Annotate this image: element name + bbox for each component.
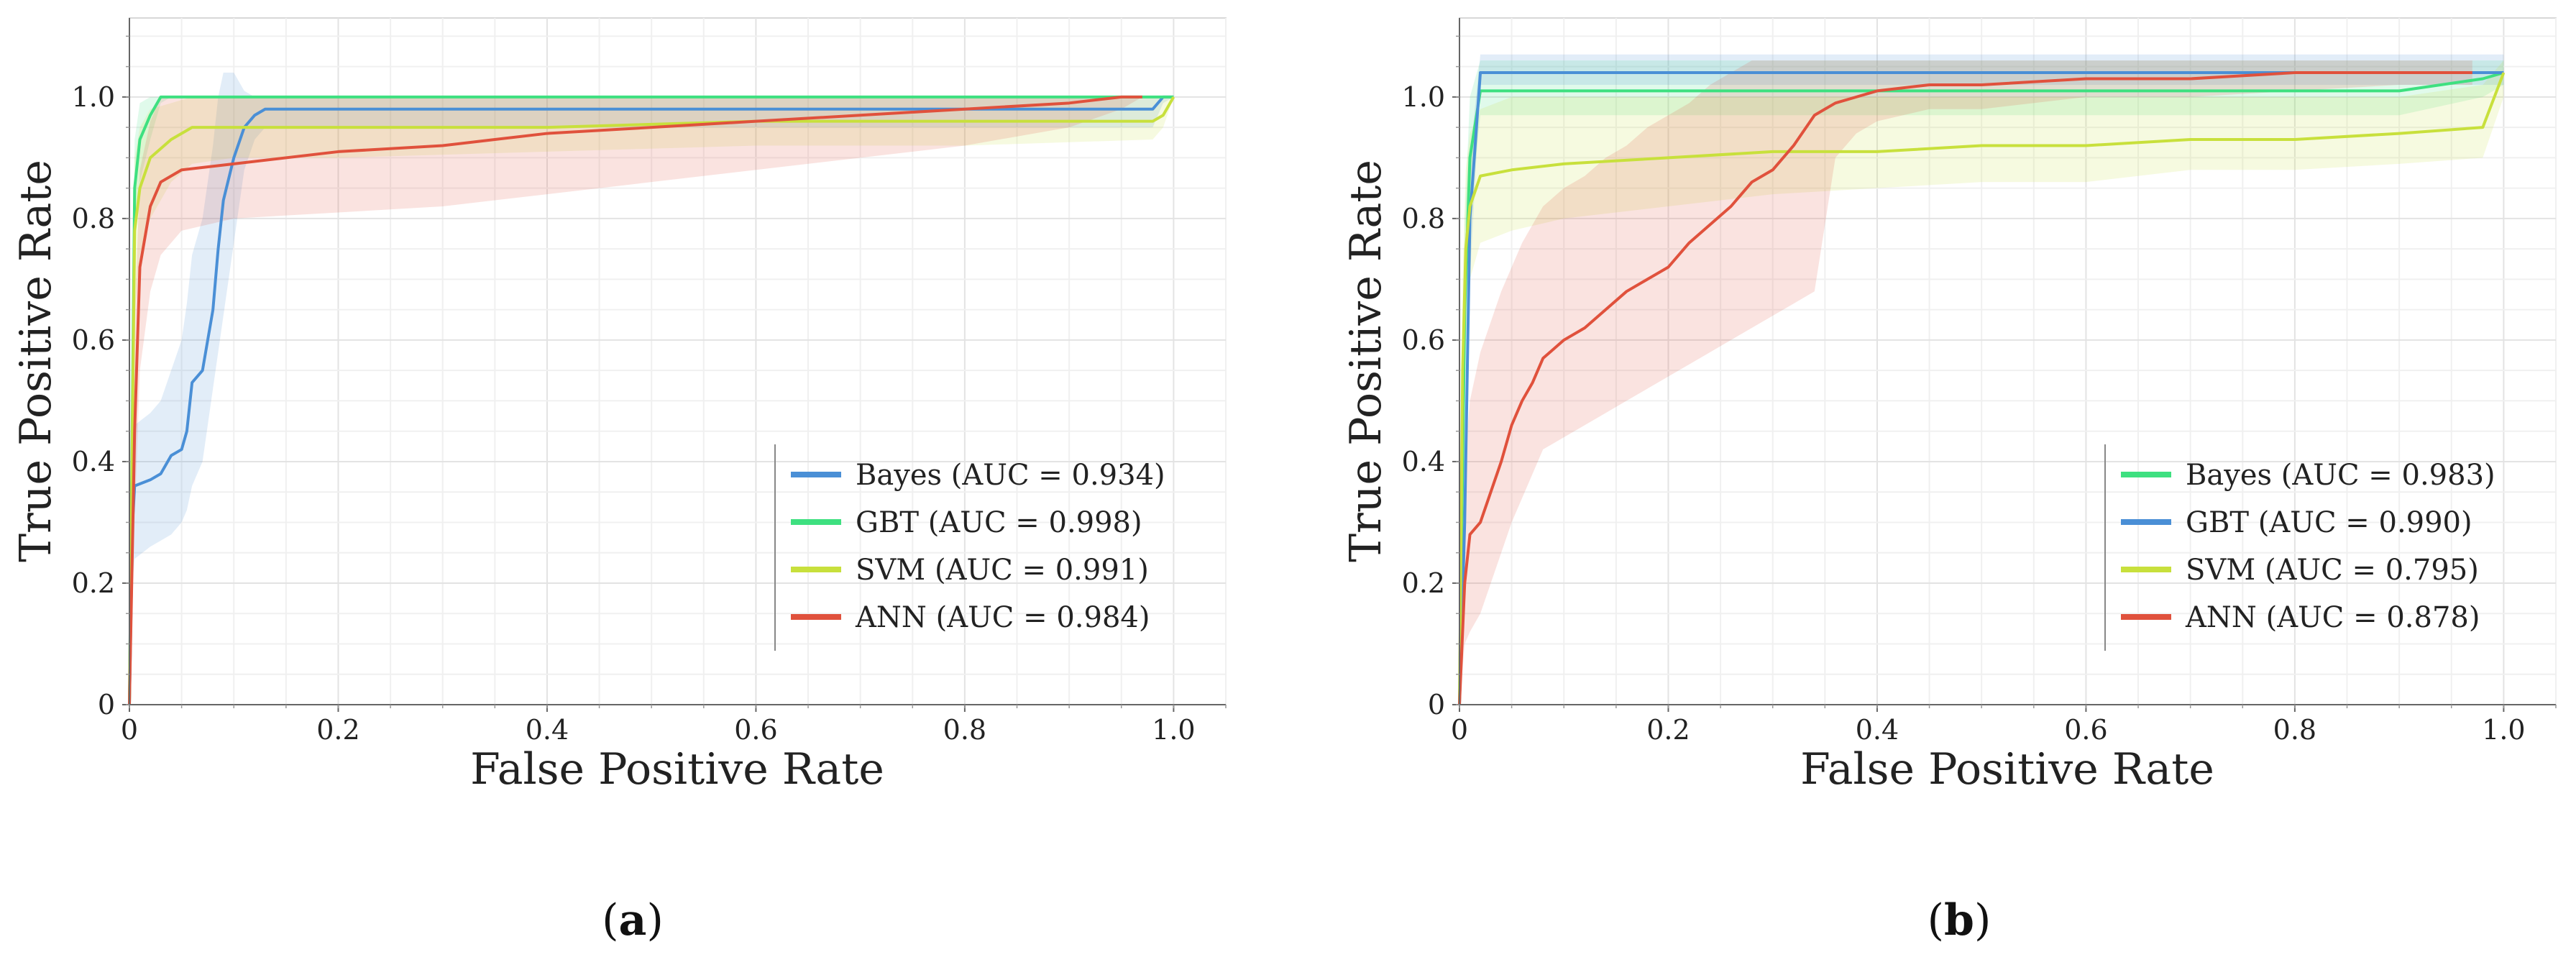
y-tick-label: 0 <box>1428 689 1445 720</box>
x-tick-label: 0 <box>1451 714 1468 746</box>
x-tick-label: 0.2 <box>316 714 359 746</box>
y-axis-label: True Positive Rate <box>1341 160 1391 562</box>
plot-area <box>129 17 1227 705</box>
y-tick-label: 0.4 <box>72 446 115 477</box>
panel-b: 0 0.2 0.4 0.6 0.8 1.0 0 0.2 0.4 0.6 0.8 1.0 False … <box>1341 17 2557 946</box>
legend-label-3: ANN (AUC = 0.878) <box>2185 601 2480 634</box>
caption-letter: a <box>619 895 647 946</box>
confidence-band-3 <box>129 96 1142 705</box>
roc-lines <box>128 95 1175 705</box>
legend-items: Bayes (AUC = 0.934) GBT (AUC = 0.998) SVM … <box>791 459 1165 634</box>
legend-label-1: GBT (AUC = 0.990) <box>2186 506 2472 539</box>
roc-line-1 <box>1458 71 2504 705</box>
legend-label-1: GBT (AUC = 0.998) <box>856 506 1142 539</box>
legend-label-3: ANN (AUC = 0.984) <box>855 601 1150 634</box>
caption-letter: b <box>1944 895 1974 946</box>
caption-a: (a) <box>602 895 664 946</box>
roc-line-2 <box>1458 72 2506 705</box>
plot-area <box>1459 17 2557 705</box>
x-tick-label: 0.2 <box>1646 714 1690 746</box>
confidence-band-0 <box>129 73 1174 705</box>
y-tick-label: 1.0 <box>1402 81 1445 113</box>
confidence-bands <box>129 73 1174 705</box>
legend: Bayes (AUC = 0.934) GBT (AUC = 0.998) SVM … <box>774 444 1165 651</box>
caption-b: (b) <box>1928 895 1991 946</box>
roc-line-0 <box>128 95 1174 705</box>
legend-label-0: Bayes (AUC = 0.934) <box>856 459 1165 492</box>
roc-line-3 <box>1458 71 2472 705</box>
x-axis-label: False Positive Rate <box>1800 744 2214 795</box>
caption-close: ) <box>1974 895 1991 946</box>
x-tick-label: 1.0 <box>2482 714 2525 746</box>
caption-close: ) <box>646 895 663 946</box>
x-ticks: 0 0.2 0.4 0.6 0.8 1.0 <box>1451 705 2557 746</box>
legend: Bayes (AUC = 0.983) GBT (AUC = 0.990) SVM … <box>2104 444 2495 651</box>
y-tick-label: 0.8 <box>1402 203 1445 234</box>
y-tick-label: 1.0 <box>72 81 115 113</box>
y-axis-label: True Positive Rate <box>11 160 61 562</box>
x-tick-label: 1.0 <box>1152 714 1195 746</box>
y-tick-label: 0.2 <box>72 567 115 599</box>
caption-open: ( <box>1928 895 1944 946</box>
x-tick-label: 0.4 <box>1856 714 1899 746</box>
legend-label-0: Bayes (AUC = 0.983) <box>2186 459 2495 492</box>
x-tick-label: 0.6 <box>2064 714 2107 746</box>
x-tick-label: 0.8 <box>943 714 986 746</box>
legend-label-2: SVM (AUC = 0.795) <box>2186 554 2479 587</box>
y-ticks: 0 0.2 0.4 0.6 0.8 1.0 <box>72 35 129 720</box>
legend-items: Bayes (AUC = 0.983) GBT (AUC = 0.990) SVM … <box>2121 459 2495 634</box>
roc-lines <box>1458 71 2506 705</box>
y-ticks: 0 0.2 0.4 0.6 0.8 1.0 <box>1402 35 1459 720</box>
x-ticks: 0 0.2 0.4 0.6 0.8 1.0 <box>121 705 1227 746</box>
panel-a: 0 0.2 0.4 0.6 0.8 1.0 0 0.2 0.4 0.6 0.8 1.0 False … <box>11 17 1227 946</box>
roc-line-2 <box>128 96 1175 705</box>
grid <box>1459 18 2557 705</box>
x-tick-label: 0.4 <box>526 714 569 746</box>
x-tick-label: 0.8 <box>2273 714 2316 746</box>
roc-line-1 <box>128 95 1174 705</box>
y-tick-label: 0.8 <box>72 203 115 234</box>
legend-label-2: SVM (AUC = 0.991) <box>856 554 1149 587</box>
y-tick-label: 0.2 <box>1402 567 1445 599</box>
x-tick-label: 0.6 <box>734 714 777 746</box>
caption-open: ( <box>602 895 618 946</box>
confidence-band-2 <box>1459 60 2504 705</box>
y-tick-label: 0.4 <box>1402 446 1445 477</box>
roc-line-3 <box>128 95 1142 705</box>
y-tick-label: 0 <box>98 689 115 720</box>
x-tick-label: 0 <box>121 714 138 746</box>
x-axis-label: False Positive Rate <box>470 744 884 795</box>
y-tick-label: 0.6 <box>72 324 115 356</box>
y-tick-label: 0.6 <box>1402 324 1445 356</box>
